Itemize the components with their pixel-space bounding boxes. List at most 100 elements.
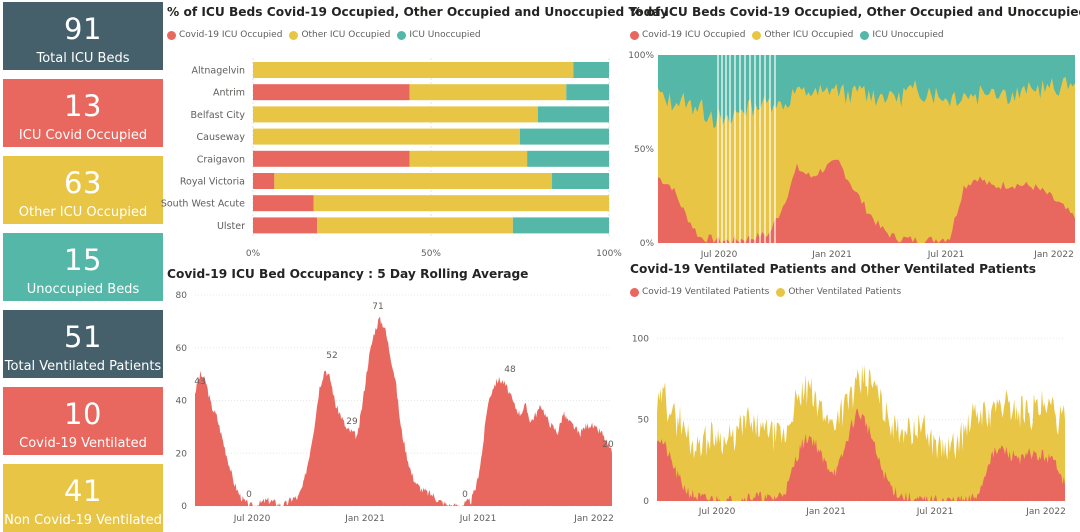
y-tick-label: 80 xyxy=(176,291,188,301)
data-label: 29 xyxy=(346,417,358,427)
data-label: 52 xyxy=(326,351,337,361)
legend-label-unocc: ICU Unoccupied xyxy=(872,30,944,40)
kpi-label: Total Ventilated Patients xyxy=(4,359,162,374)
kpi-label: Unoccupied Beds xyxy=(26,282,140,297)
x-tick-label: Jan 2022 xyxy=(1033,250,1074,260)
kpi-card[interactable]: 91 Total ICU Beds xyxy=(3,2,163,70)
legend-label-unocc: ICU Unoccupied xyxy=(409,30,481,40)
bar-segment xyxy=(253,128,520,145)
legend-dot-covid-vent xyxy=(630,287,639,297)
kpi-card[interactable]: 51 Total Ventilated Patients xyxy=(3,310,163,378)
x-tick-label: 100% xyxy=(596,249,622,259)
x-tick-label: Jan 2022 xyxy=(1025,507,1066,517)
bar-segment xyxy=(253,150,410,167)
legend-label-covid: Covid-19 ICU Occupied xyxy=(642,30,746,40)
category-label: Belfast City xyxy=(191,110,246,121)
bar-segment xyxy=(409,150,528,167)
legend-dot-other-vent xyxy=(776,287,786,297)
category-label: Altnagelvin xyxy=(191,66,245,77)
y-tick-label: 40 xyxy=(176,397,188,407)
x-tick-label: Jul 2020 xyxy=(233,514,271,524)
x-tick-label: Jan 2022 xyxy=(573,514,614,524)
category-label: Royal Victoria xyxy=(180,177,245,188)
kpi-card[interactable]: 63 Other ICU Occupied xyxy=(3,156,163,224)
bar-segment xyxy=(253,173,275,189)
legend-today[interactable]: Covid-19 ICU Occupied Other ICU Occupied… xyxy=(167,30,488,40)
legend-dot-other xyxy=(289,30,299,40)
kpi-value: 13 xyxy=(64,89,102,123)
bar-segment xyxy=(512,217,609,234)
kpi-label: Other ICU Occupied xyxy=(18,205,148,220)
data-label: 0 xyxy=(246,490,252,500)
bar-segment xyxy=(253,62,574,78)
y-tick-label: 20 xyxy=(176,449,188,459)
kpi-card[interactable]: 15 Unoccupied Beds xyxy=(3,233,163,301)
bar-segment xyxy=(566,84,609,101)
x-tick-label: 0% xyxy=(246,249,261,259)
legend-dot-other xyxy=(752,30,762,40)
kpi-label: Covid-19 Ventilated xyxy=(19,436,147,451)
bar-segment xyxy=(527,150,609,167)
legend-label-other-vent: Other Ventilated Patients xyxy=(788,287,902,297)
data-label: 43 xyxy=(194,377,205,387)
x-tick-label: Jan 2021 xyxy=(805,507,846,517)
x-tick-label: Jul 2021 xyxy=(927,250,965,260)
category-label: Ulster xyxy=(217,221,245,232)
chart-title-history: % of ICU Beds Covid-19 Occupied, Other O… xyxy=(630,5,1080,19)
bar-segment xyxy=(253,195,314,212)
chart-title-today: % of ICU Beds Covid-19 Occupied, Other O… xyxy=(167,5,669,19)
kpi-value: 91 xyxy=(64,12,102,46)
bar-segment xyxy=(552,173,609,189)
kpi-card[interactable]: 10 Covid-19 Ventilated xyxy=(3,387,163,455)
kpi-value: 41 xyxy=(64,474,102,508)
y-tick-label: 100 xyxy=(632,334,649,344)
kpi-card[interactable]: 13 ICU Covid Occupied xyxy=(3,79,163,147)
category-label: South West Acute xyxy=(161,199,245,210)
area-covid-ventilated xyxy=(657,408,1065,501)
bar-segment xyxy=(573,62,609,78)
y-tick-label: 100% xyxy=(628,51,654,61)
legend-dot-covid xyxy=(167,30,176,40)
x-tick-label: Jul 2021 xyxy=(916,507,954,517)
data-label: 0 xyxy=(462,490,468,500)
bar-segment xyxy=(253,106,538,123)
kpi-label: Non Covid-19 Ventilated xyxy=(4,513,162,528)
data-label: 20 xyxy=(602,440,614,450)
y-tick-label: 0 xyxy=(181,502,187,512)
area-covid-occupied xyxy=(658,159,1075,243)
y-tick-label: 50 xyxy=(638,416,650,426)
y-tick-label: 60 xyxy=(176,344,188,354)
bar-segment xyxy=(274,173,553,189)
bar-segment xyxy=(253,84,410,101)
kpi-value: 51 xyxy=(64,320,102,354)
y-tick-label: 0 xyxy=(643,497,649,507)
bar-segment xyxy=(253,217,318,234)
bar-segment xyxy=(313,195,609,212)
kpi-value: 63 xyxy=(64,166,102,200)
x-tick-label: 50% xyxy=(421,249,441,259)
legend-ventilated[interactable]: Covid-19 Ventilated Patients Other Venti… xyxy=(630,287,908,297)
legend-label-covid: Covid-19 ICU Occupied xyxy=(179,30,283,40)
legend-history[interactable]: Covid-19 ICU Occupied Other ICU Occupied… xyxy=(630,30,951,40)
legend-label-other: Other ICU Occupied xyxy=(301,30,391,40)
kpi-card[interactable]: 41 Non Covid-19 Ventilated xyxy=(3,464,163,532)
legend-label-other: Other ICU Occupied xyxy=(764,30,854,40)
category-label: Causeway xyxy=(197,132,246,143)
legend-dot-covid xyxy=(630,30,639,40)
kpi-value: 15 xyxy=(64,243,102,277)
y-tick-label: 0% xyxy=(640,239,655,249)
chart-title-rolling: Covid-19 ICU Bed Occupancy : 5 Day Rolli… xyxy=(167,267,529,281)
chart-title-ventilated: Covid-19 Ventilated Patients and Other V… xyxy=(630,262,1036,276)
bar-segment xyxy=(520,128,609,145)
data-label: 48 xyxy=(504,365,516,375)
kpi-label: Total ICU Beds xyxy=(36,51,130,66)
legend-dot-unocc xyxy=(397,30,407,40)
x-tick-label: Jan 2021 xyxy=(344,514,385,524)
legend-label-covid-vent: Covid-19 Ventilated Patients xyxy=(642,287,770,297)
category-label: Antrim xyxy=(213,88,245,99)
bar-segment xyxy=(537,106,609,123)
x-tick-label: Jul 2021 xyxy=(459,514,497,524)
area-covid-rolling xyxy=(195,316,612,506)
bar-segment xyxy=(317,217,513,234)
